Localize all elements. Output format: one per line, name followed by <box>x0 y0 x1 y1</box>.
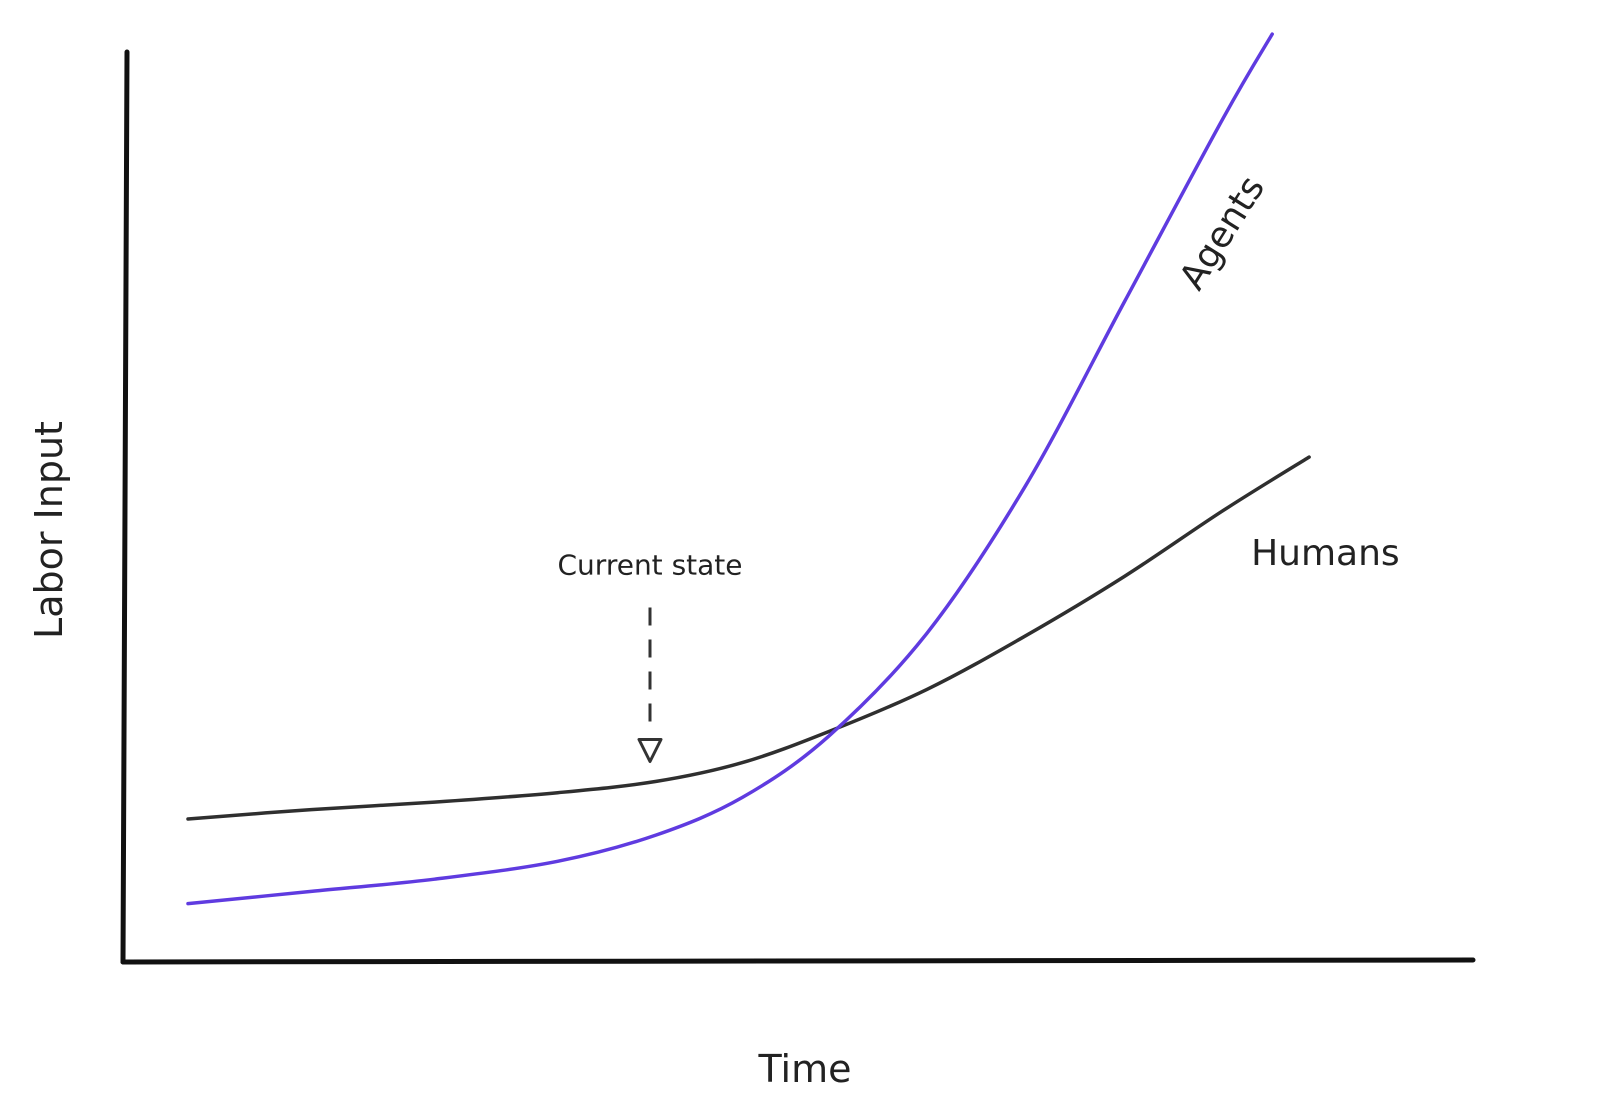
y-axis-line <box>120 49 130 965</box>
x-axis-label: Time <box>758 1047 852 1091</box>
labels: Time Labor Input <box>27 421 852 1091</box>
series-line-humans <box>186 455 1311 821</box>
y-axis-label: Labor Input <box>27 421 71 639</box>
x-axis-line <box>120 957 1476 965</box>
annotation-current-state-label: Current state <box>558 549 743 582</box>
annotation-current-state-arrowhead <box>637 738 663 763</box>
series-label-humans: Humans <box>1251 533 1400 574</box>
annotation-layer: Current state <box>558 549 743 763</box>
axes <box>120 49 1476 965</box>
series-line-agents <box>186 32 1274 906</box>
